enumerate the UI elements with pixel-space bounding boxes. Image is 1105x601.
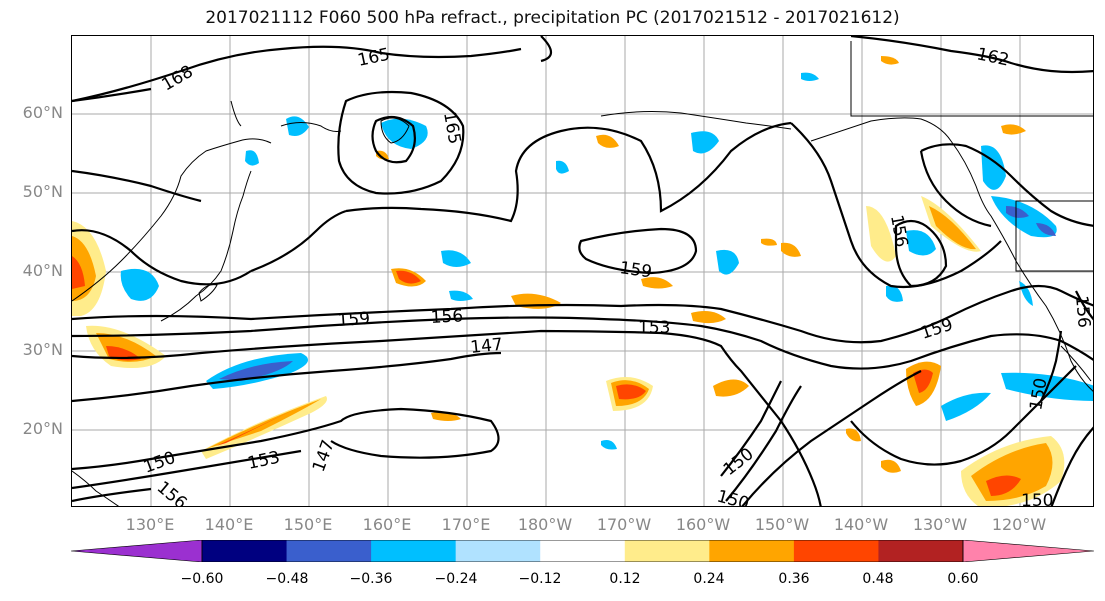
- contour-label: 150: [720, 444, 758, 480]
- lon-label-130e: 130°E: [125, 515, 175, 534]
- colorbar-tick: 0.24: [693, 571, 725, 587]
- colorbar-cell: [624, 540, 710, 562]
- precip-shading: [72, 56, 1093, 506]
- colorbar: [71, 540, 1094, 562]
- contour-label: 159: [337, 309, 371, 331]
- colorbar-cell: [878, 540, 964, 562]
- lat-label-50n: 50°N: [22, 182, 63, 201]
- contour-label: 147: [469, 335, 503, 358]
- lat-label-60n: 60°N: [22, 103, 63, 122]
- lon-label-140e: 140°E: [204, 515, 254, 534]
- colorbar-tick: 0.12: [609, 571, 641, 587]
- colorbar-tick: −0.36: [349, 571, 393, 587]
- refractivity-contours: [72, 36, 1093, 506]
- colorbar-cell: [371, 540, 457, 562]
- contour-label: 156: [1071, 295, 1094, 329]
- contour-label: 150: [715, 487, 752, 507]
- contour-label: 159: [918, 315, 955, 344]
- map-title: 2017021112 F060 500 hPa refract., precip…: [205, 8, 900, 28]
- lon-label-180w: 180°W: [517, 515, 573, 534]
- colorbar-cell: [709, 540, 795, 562]
- colorbar-tick: 0.60: [947, 571, 979, 587]
- colorbar-tick: −0.48: [265, 571, 309, 587]
- colorbar-cell: [455, 540, 541, 562]
- colorbar-cell: [793, 540, 879, 562]
- colorbar-tick: −0.12: [518, 571, 562, 587]
- lon-label-130w: 130°W: [912, 515, 968, 534]
- colorbar-extend-right: [962, 540, 1094, 562]
- contour-label: 150: [1021, 491, 1053, 507]
- contour-label: 159: [618, 258, 653, 282]
- lat-label-20n: 20°N: [22, 419, 63, 438]
- colorbar-cell: [286, 540, 372, 562]
- lon-label-170e: 170°E: [441, 515, 491, 534]
- contour-label: 150: [1026, 376, 1051, 411]
- colorbar-cell: [540, 540, 626, 562]
- contour-label: 153: [638, 318, 670, 338]
- contour-label: 147: [309, 437, 339, 474]
- lon-label-150e: 150°E: [283, 515, 333, 534]
- contour-label: 156: [153, 478, 191, 507]
- colorbar-frame: [201, 540, 964, 562]
- contour-label: 165: [439, 110, 464, 145]
- lat-label-30n: 30°N: [22, 340, 63, 359]
- map-panel: 168 165 165 162 156 159 159 156 153 147 …: [71, 35, 1094, 507]
- lat-label-40n: 40°N: [22, 261, 63, 280]
- colorbar-cell: [202, 540, 288, 562]
- lon-label-160w: 160°W: [675, 515, 731, 534]
- lon-label-150w: 150°W: [754, 515, 810, 534]
- map-canvas: 168 165 165 162 156 159 159 156 153 147 …: [72, 36, 1094, 507]
- colorbar-extend-left: [71, 540, 203, 562]
- lon-label-120w: 120°W: [991, 515, 1047, 534]
- contour-label: 153: [246, 448, 282, 474]
- lon-label-170w: 170°W: [596, 515, 652, 534]
- colorbar-tick: 0.36: [778, 571, 810, 587]
- lon-label-140w: 140°W: [833, 515, 889, 534]
- contour-label: 156: [430, 306, 463, 328]
- contour-label: 162: [975, 44, 1011, 70]
- colorbar-tick: −0.60: [180, 571, 224, 587]
- colorbar-tick: 0.48: [862, 571, 894, 587]
- colorbar-tick: −0.24: [434, 571, 478, 587]
- lon-label-160e: 160°E: [362, 515, 412, 534]
- gridlines: [72, 36, 1093, 506]
